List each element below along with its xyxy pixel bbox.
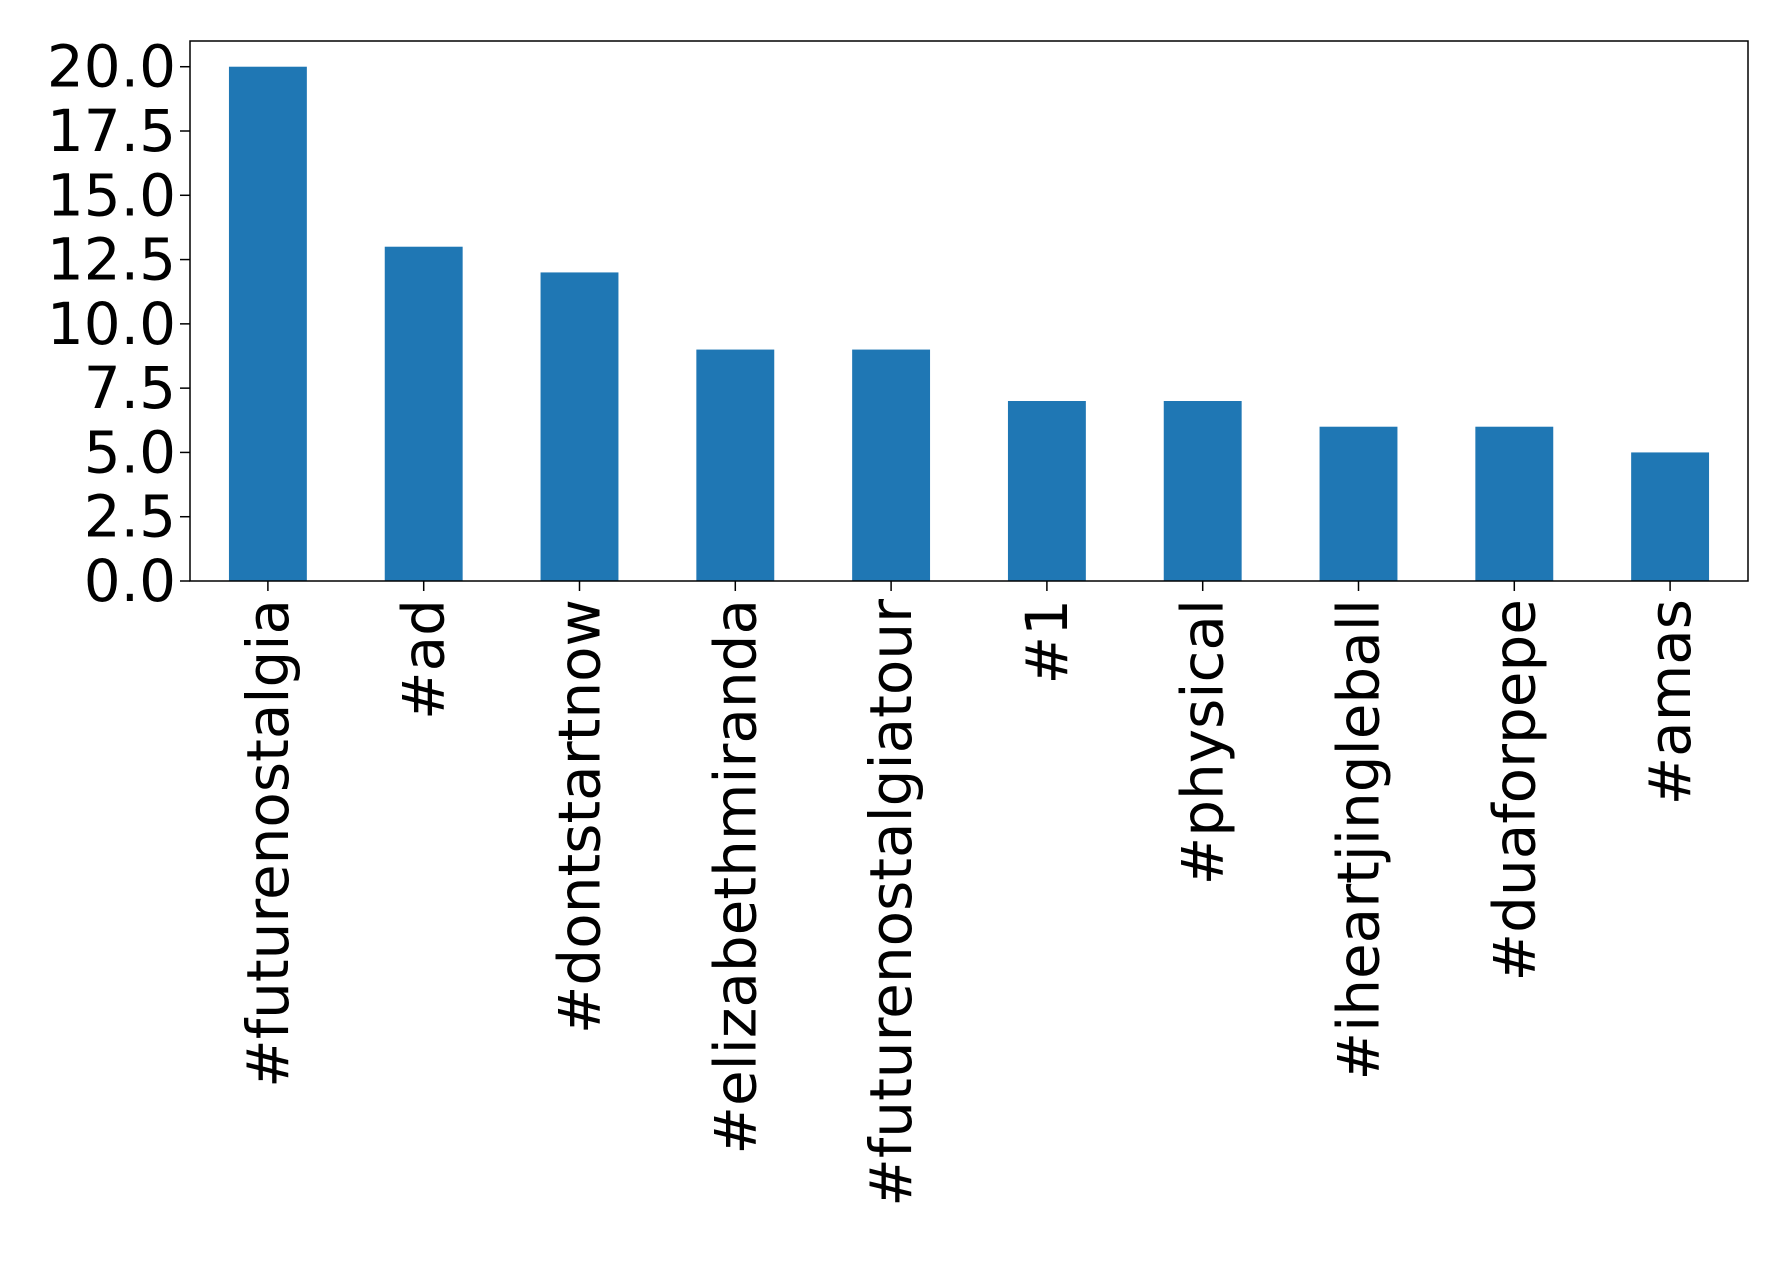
- bar: [696, 349, 775, 581]
- x-tick-label: #duaforpepe: [1480, 599, 1548, 981]
- y-tick-label: 20.0: [47, 33, 176, 101]
- x-tick-label: #dontstartnow: [546, 599, 614, 1034]
- bar: [1631, 452, 1710, 581]
- x-tick-label: #physical: [1169, 599, 1237, 885]
- x-tick-label: #iheartjingleball: [1325, 599, 1393, 1080]
- bar: [228, 66, 307, 581]
- x-tick-label: #futurenostalgia: [234, 599, 302, 1088]
- bar: [1007, 401, 1086, 581]
- bars-layer: [228, 66, 1710, 581]
- y-tick-label: 7.5: [84, 354, 176, 422]
- y-tick-label: 10.0: [47, 290, 176, 358]
- bar: [540, 272, 619, 581]
- bar: [852, 349, 931, 581]
- bar: [1475, 426, 1554, 581]
- y-tick-label: 12.5: [47, 226, 176, 294]
- y-tick-label: 2.5: [84, 483, 176, 551]
- x-axis: #futurenostalgia #ad #dontstartnow #elizabe…: [234, 581, 1704, 1207]
- x-tick-label: #elizabethmiranda: [701, 599, 769, 1155]
- x-tick-label: #amas: [1636, 599, 1704, 805]
- y-axis: 0.02.55.07.510.012.515.017.520.0: [47, 33, 190, 615]
- plot-frame: [189, 40, 1749, 582]
- x-tick-label: #ad: [390, 599, 458, 720]
- y-tick-label: 15.0: [47, 161, 176, 229]
- x-tick-label: #1: [1013, 599, 1081, 685]
- bar: [384, 246, 463, 581]
- y-tick-label: 17.5: [47, 97, 176, 165]
- bar: [1319, 426, 1398, 581]
- x-tick-label: #futurenostalgiatour: [857, 599, 925, 1207]
- bar: [1163, 401, 1242, 581]
- y-tick-label: 5.0: [84, 418, 176, 486]
- y-tick-label: 0.0: [84, 547, 176, 615]
